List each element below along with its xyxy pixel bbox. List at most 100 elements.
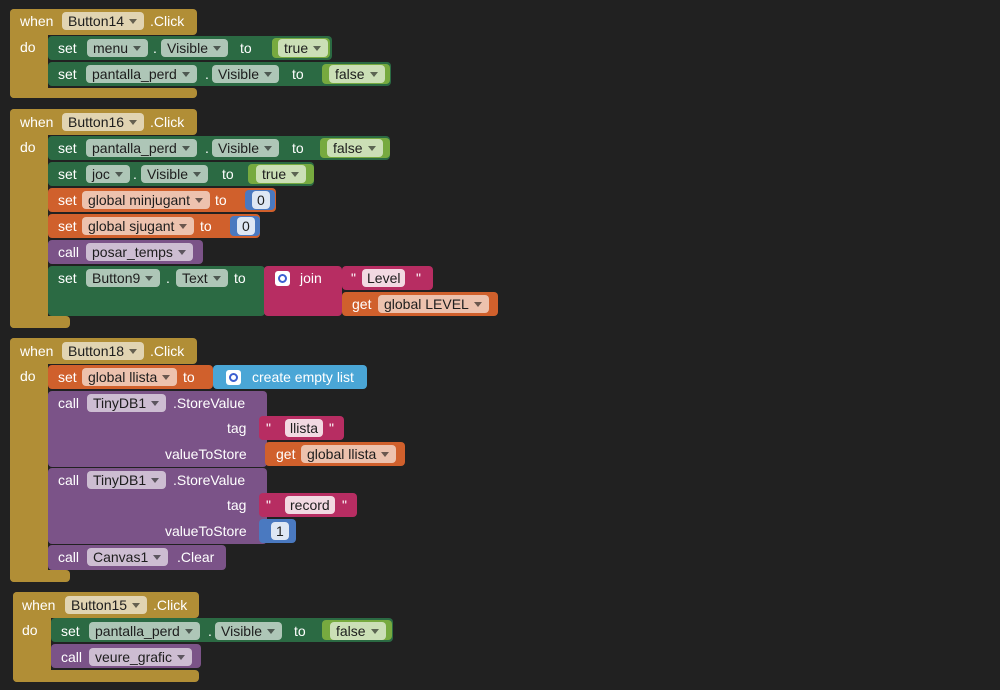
block [10,316,70,328]
block-label: do [20,368,36,384]
dropdown-field[interactable]: Visible [215,622,282,640]
block-label: when [20,13,54,29]
block-label: create empty list [252,369,354,385]
block-label: set [58,40,77,56]
block-label: do [22,622,38,638]
value-field: record [285,496,335,514]
block-label: to [292,140,304,156]
block-label: . [205,66,209,82]
dropdown-field[interactable]: TinyDB1 [87,471,167,489]
value-field: 0 [252,191,270,209]
dropdown-field[interactable]: false [327,139,383,157]
dropdown-field[interactable]: Button9 [86,269,161,287]
block [13,670,199,682]
block-label: . [208,623,212,639]
block-label: valueToStore [165,523,247,539]
value-field: 0 [237,217,255,235]
block-label: to [234,270,246,286]
block-label: get [352,296,372,312]
block-label: set [61,623,80,639]
block-label: . [166,270,170,286]
value-field: Level [362,269,406,287]
block-label: .Click [150,343,185,359]
block-label: .Click [150,13,185,29]
dropdown-field[interactable]: Text [176,269,228,287]
block-label: when [20,343,54,359]
block-label: when [22,597,56,613]
block-label: set [58,218,77,234]
block-label: to [200,218,212,234]
dropdown-field[interactable]: true [278,39,329,57]
dropdown-field[interactable]: posar_temps [86,243,193,261]
dropdown-field[interactable]: Canvas1 [87,548,169,566]
block [10,338,48,582]
dropdown-field[interactable]: TinyDB1 [87,394,167,412]
block-label: .Clear [177,549,215,565]
block-label: . [133,166,137,182]
block-label: " [266,497,271,513]
dropdown-field[interactable]: global sjugant [82,217,195,235]
block-label: " [351,270,356,286]
block-label: . [205,140,209,156]
block-label: do [20,39,36,55]
block-label: .Click [150,114,185,130]
gear-icon [226,370,241,385]
block-label: call [58,395,80,411]
dropdown-field[interactable]: menu [87,39,149,57]
dropdown-field[interactable]: true [256,165,307,183]
gear-icon [275,271,290,286]
block-label: to [292,66,304,82]
dropdown-field[interactable]: pantalla_perd [89,622,200,640]
dropdown-field[interactable]: pantalla_perd [86,139,197,157]
block-label: do [20,139,36,155]
block-label: " [266,420,271,436]
block-label: call [58,549,80,565]
dropdown-field[interactable]: Button16 [62,113,145,131]
dropdown-field[interactable]: joc [86,165,130,183]
block-label: to [294,623,306,639]
block-label: .Click [153,597,188,613]
block [10,9,48,98]
dropdown-field[interactable]: Button15 [65,596,148,614]
dropdown-field[interactable]: false [330,622,386,640]
block [10,109,48,328]
block-label: . [153,40,157,56]
dropdown-field[interactable]: Button14 [62,12,145,30]
block-label: to [222,166,234,182]
block-label: get [276,446,296,462]
block-label: set [58,369,77,385]
dropdown-field[interactable]: Visible [161,39,228,57]
block [10,88,197,98]
block-label: " [416,270,421,286]
block-label: join [300,270,322,286]
dropdown-field[interactable]: pantalla_perd [86,65,197,83]
value-field: 1 [271,522,289,540]
block-label: " [342,497,347,513]
dropdown-field[interactable]: Visible [141,165,208,183]
block-label: tag [227,497,247,513]
block-label: tag [227,420,247,436]
block-label: to [240,40,252,56]
dropdown-field[interactable]: Button18 [62,342,145,360]
dropdown-field[interactable]: Visible [212,65,279,83]
block-label: set [58,192,77,208]
block-label: set [58,166,77,182]
dropdown-field[interactable]: global minjugant [82,191,210,209]
dropdown-field[interactable]: global llista [301,445,397,463]
dropdown-field[interactable]: Visible [212,139,279,157]
block-label: when [20,114,54,130]
dropdown-field[interactable]: global LEVEL [378,295,489,313]
dropdown-field[interactable]: veure_grafic [89,648,193,666]
block-label: call [58,472,80,488]
dropdown-field[interactable]: false [329,65,385,83]
block-label: set [58,270,77,286]
dropdown-field[interactable]: global llista [82,368,178,386]
block-label: set [58,140,77,156]
block-label: .StoreValue [173,395,246,411]
block-label: " [329,420,334,436]
block [13,592,51,682]
block-label: call [61,649,83,665]
block-label: set [58,66,77,82]
block-label: valueToStore [165,446,247,462]
